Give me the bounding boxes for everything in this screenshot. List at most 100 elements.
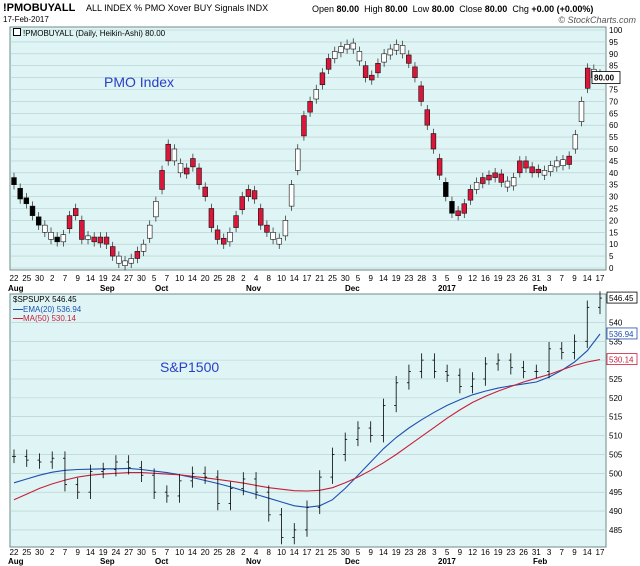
- ma-legend-text: MA(50) 530.14: [23, 314, 76, 323]
- pmo-candle: [221, 237, 227, 245]
- pmo-candle: [535, 168, 542, 174]
- price-y-tick-label: 535: [609, 337, 623, 346]
- pmo-candle: [276, 237, 282, 245]
- pmo-candle: [85, 235, 91, 240]
- price-day-label: 17: [303, 548, 312, 557]
- pmo-month-label: Oct: [155, 284, 169, 293]
- pmo-y-tick-label: 30: [609, 193, 618, 202]
- pmo-day-label: 9: [572, 274, 577, 283]
- pmo-candle: [541, 170, 548, 176]
- pmo-day-label: 14: [188, 274, 197, 283]
- pmo-day-label: 28: [226, 274, 235, 283]
- chg-label: Chg: [512, 4, 529, 14]
- high-value: 80.00: [385, 4, 408, 14]
- pmo-day-label: 2: [50, 274, 55, 283]
- pmo-candle: [510, 177, 517, 187]
- close-value: 80.00: [484, 4, 508, 14]
- price-day-label: 9: [75, 548, 80, 557]
- pmo-candle: [375, 63, 381, 74]
- pmo-month-label: Nov: [246, 284, 262, 293]
- pmo-candle: [72, 208, 79, 216]
- price-day-label: 2: [241, 548, 246, 557]
- pmo-day-label: 17: [303, 274, 312, 283]
- pmo-candle: [473, 182, 480, 190]
- pmo-candle: [554, 160, 560, 168]
- price-day-label: 25: [213, 548, 222, 557]
- pmo-day-label: 30: [137, 274, 146, 283]
- pmo-candle: [128, 258, 134, 264]
- price-day-label: 30: [35, 548, 44, 557]
- pmo-y-tick-label: 60: [609, 121, 618, 130]
- pmo-candle: [412, 66, 418, 78]
- price-day-label: 30: [341, 548, 350, 557]
- price-y-tick-label: 540: [609, 318, 623, 327]
- pmo-candle: [467, 189, 474, 201]
- price-day-label: 14: [290, 548, 299, 557]
- price-day-label: 28: [417, 548, 426, 557]
- ema-legend-swatch: [13, 309, 23, 311]
- pmo-day-label: 3: [547, 274, 552, 283]
- pmo-candle: [134, 251, 141, 259]
- pmo-y-tick-label: 20: [609, 216, 618, 225]
- pmo-candle: [245, 189, 252, 197]
- pmo-candle: [103, 236, 110, 245]
- price-day-label: 10: [277, 548, 286, 557]
- pmo-candle: [171, 148, 178, 162]
- pmo-candle: [418, 85, 424, 102]
- pmo-y-tick-label: 90: [609, 50, 618, 59]
- pmo-day-label: 2: [241, 274, 246, 283]
- pmo-y-tick-label: 70: [609, 97, 618, 106]
- pmo-day-label: 10: [277, 274, 286, 283]
- pmo-day-label: 31: [532, 274, 541, 283]
- price-day-label: 5: [445, 548, 450, 557]
- price-annotation: S&P1500: [160, 359, 220, 375]
- pmo-candle: [325, 58, 332, 70]
- pmo-candle: [116, 255, 122, 264]
- pmo-candle: [295, 148, 301, 171]
- pmo-day-label: 14: [86, 274, 95, 283]
- pmo-y-tick-label: 55: [609, 133, 618, 142]
- pmo-y-axis: 0510152025303540455055606570758085909510…: [591, 26, 623, 273]
- pmo-candle: [147, 224, 153, 239]
- price-day-label: 3: [547, 548, 552, 557]
- price-y-tick-label: 500: [609, 469, 623, 478]
- pmo-y-tick-label: 75: [609, 86, 618, 95]
- price-y-tick-label: 490: [609, 507, 623, 516]
- pmo-candle: [369, 74, 375, 81]
- ma-legend-swatch: [13, 318, 23, 320]
- price-day-label: 23: [506, 548, 515, 557]
- pmo-candle: [270, 232, 276, 240]
- pmo-candle: [461, 203, 467, 214]
- pmo-candle: [177, 162, 184, 174]
- pmo-day-label: 5: [445, 274, 450, 283]
- pmo-y-tick-label: 15: [609, 228, 618, 237]
- pmo-day-label: 25: [22, 274, 31, 283]
- price-value-tag: [606, 327, 638, 340]
- price-day-label: 8: [267, 548, 272, 557]
- pmo-candle: [258, 208, 264, 226]
- pmo-candle: [23, 197, 30, 205]
- pmo-candle: [227, 232, 233, 243]
- pmo-legend-text: !PMOBUYALL (Daily, Heikin-Ashi) 80.00: [23, 29, 166, 38]
- price-day-label: 31: [532, 548, 541, 557]
- brand-watermark: © StockCharts.com: [558, 15, 636, 25]
- pmo-last-value-tag: [591, 71, 621, 84]
- pmo-candle: [399, 45, 406, 55]
- price-day-label: 28: [226, 548, 235, 557]
- pmo-day-label: 20: [201, 274, 210, 283]
- pmo-candle: [547, 165, 554, 172]
- price-day-label: 2: [50, 548, 55, 557]
- low-label: Low: [412, 4, 430, 14]
- price-month-label: Oct: [155, 557, 169, 566]
- price-month-label: Sep: [100, 557, 115, 566]
- price-x-axis: 22 25 30 2 7 9 14 19 24 27 30 5 7 10 14 20 25 28 2 4 8 10 14 17…: [8, 548, 605, 566]
- pmo-candle: [79, 220, 85, 240]
- pmo-candle: [122, 260, 128, 266]
- open-label: Open: [312, 4, 335, 14]
- pmo-candle: [97, 236, 104, 244]
- price-day-label: 7: [560, 548, 565, 557]
- pmo-day-label: 12: [468, 274, 477, 283]
- price-day-label: 30: [137, 548, 146, 557]
- pmo-candle: [35, 216, 42, 226]
- pmo-day-label: 14: [379, 274, 388, 283]
